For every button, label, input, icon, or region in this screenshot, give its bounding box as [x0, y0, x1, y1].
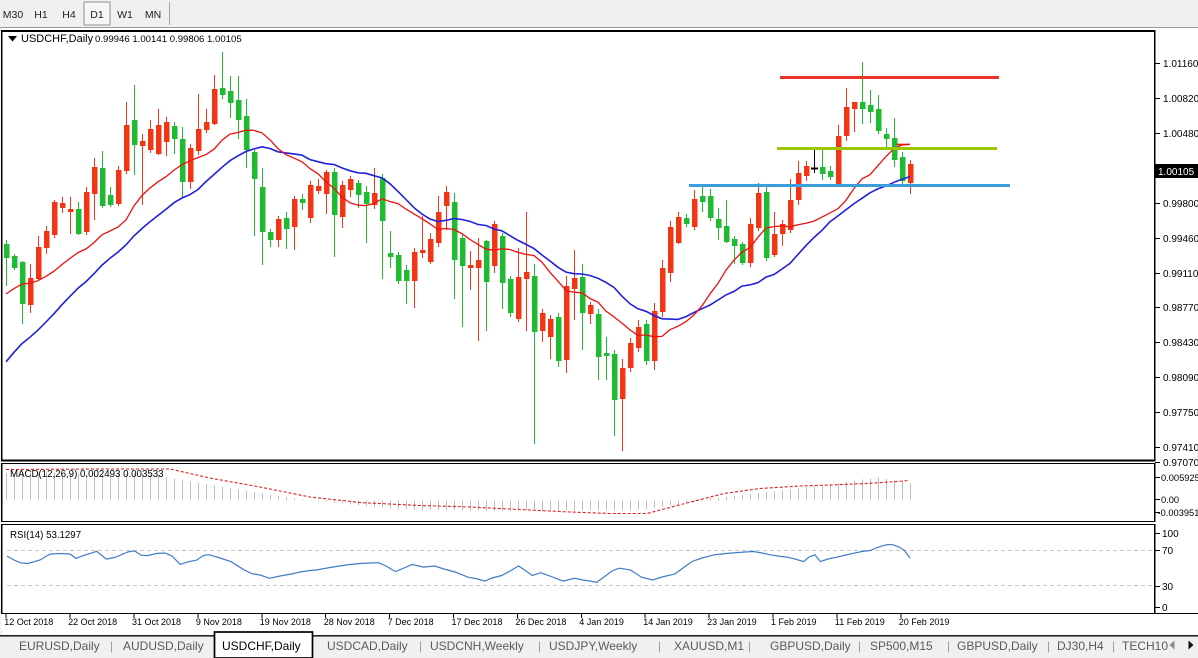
svg-text:1.01160: 1.01160	[1163, 59, 1198, 70]
svg-text:DJ30,H4: DJ30,H4	[1057, 639, 1104, 653]
svg-text:0.98090: 0.98090	[1163, 373, 1198, 384]
svg-text:M30: M30	[3, 9, 24, 21]
svg-text:GBPUSD,Daily: GBPUSD,Daily	[770, 639, 851, 653]
svg-text:0: 0	[1162, 603, 1168, 614]
svg-text:1.00480: 1.00480	[1163, 129, 1198, 140]
svg-text:MN: MN	[145, 9, 161, 21]
svg-text:0.99460: 0.99460	[1163, 234, 1198, 245]
svg-text:D1: D1	[90, 9, 104, 21]
svg-text:0.005925: 0.005925	[1161, 473, 1198, 483]
svg-text:USDJPY,Weekly: USDJPY,Weekly	[549, 639, 637, 653]
svg-text:4 Jan 2019: 4 Jan 2019	[579, 617, 624, 627]
svg-text:31 Oct 2018: 31 Oct 2018	[132, 617, 181, 627]
svg-text:XAUUSD,M1: XAUUSD,M1	[674, 639, 744, 653]
svg-text:USDCHF,Daily: USDCHF,Daily	[222, 639, 301, 653]
svg-text:|: |	[1112, 639, 1115, 653]
svg-text:23 Jan 2019: 23 Jan 2019	[707, 617, 757, 627]
svg-text:TECH10: TECH10	[1122, 639, 1168, 653]
svg-text:1.00820: 1.00820	[1163, 94, 1198, 105]
svg-text:0.98770: 0.98770	[1163, 303, 1198, 314]
svg-text:AUDUSD,Daily: AUDUSD,Daily	[123, 639, 204, 653]
svg-text:0.99800: 0.99800	[1163, 199, 1198, 210]
svg-text:USDCAD,Daily: USDCAD,Daily	[327, 639, 408, 653]
svg-text:USDCNH,Weekly: USDCNH,Weekly	[430, 639, 524, 653]
svg-text:EURUSD,Daily: EURUSD,Daily	[19, 639, 100, 653]
svg-text:H1: H1	[34, 9, 48, 21]
svg-text:H4: H4	[62, 9, 76, 21]
svg-text:26 Dec 2018: 26 Dec 2018	[515, 617, 566, 627]
svg-text:1.00105: 1.00105	[1158, 167, 1195, 178]
svg-text:0.99110: 0.99110	[1163, 269, 1198, 280]
svg-text:0.99946 1.00141 0.99806 1.0010: 0.99946 1.00141 0.99806 1.00105	[95, 34, 242, 45]
svg-text:0.97070: 0.97070	[1163, 458, 1198, 469]
svg-text:12 Oct 2018: 12 Oct 2018	[4, 617, 53, 627]
svg-text:SP500,M15: SP500,M15	[870, 639, 933, 653]
svg-text:|: |	[748, 639, 751, 653]
svg-text:USDCHF,Daily: USDCHF,Daily	[21, 33, 94, 45]
svg-text:|: |	[1047, 639, 1050, 653]
svg-text:|: |	[658, 639, 661, 653]
svg-text:0.00: 0.00	[1161, 495, 1179, 505]
svg-text:9 Nov 2018: 9 Nov 2018	[196, 617, 242, 627]
svg-text:RSI(14) 53.1297: RSI(14) 53.1297	[10, 530, 81, 541]
svg-text:0.98430: 0.98430	[1163, 338, 1198, 349]
svg-text:70: 70	[1162, 546, 1174, 557]
svg-text:22 Oct 2018: 22 Oct 2018	[68, 617, 117, 627]
svg-text:17 Dec 2018: 17 Dec 2018	[452, 617, 503, 627]
svg-text:GBPUSD,Daily: GBPUSD,Daily	[957, 639, 1038, 653]
svg-text:7 Dec 2018: 7 Dec 2018	[388, 617, 434, 627]
svg-text:|: |	[538, 639, 541, 653]
svg-text:0.97410: 0.97410	[1163, 443, 1198, 454]
svg-text:30: 30	[1162, 582, 1174, 593]
svg-text:W1: W1	[117, 9, 133, 21]
svg-text:0.97750: 0.97750	[1163, 408, 1198, 419]
svg-text:-0.003951: -0.003951	[1158, 508, 1198, 518]
svg-text:MACD(12,26,9) 0.002493 0.00353: MACD(12,26,9) 0.002493 0.003533	[10, 469, 164, 480]
svg-text:1 Feb 2019: 1 Feb 2019	[771, 617, 817, 627]
svg-text:11 Feb 2019: 11 Feb 2019	[835, 617, 885, 627]
svg-text:|: |	[419, 639, 422, 653]
svg-text:14 Jan 2019: 14 Jan 2019	[643, 617, 693, 627]
svg-text:28 Nov 2018: 28 Nov 2018	[324, 617, 375, 627]
svg-text:|: |	[110, 639, 113, 653]
svg-text:|: |	[858, 639, 861, 653]
svg-text:100: 100	[1162, 529, 1179, 540]
svg-text:19 Nov 2018: 19 Nov 2018	[260, 617, 311, 627]
svg-text:|: |	[947, 639, 950, 653]
svg-text:20 Feb 2019: 20 Feb 2019	[899, 617, 950, 627]
